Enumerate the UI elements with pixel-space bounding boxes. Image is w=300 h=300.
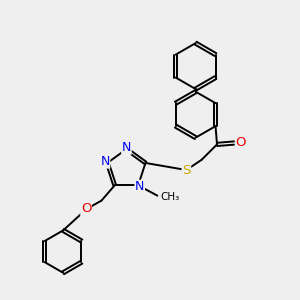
Text: N: N [100, 155, 110, 168]
Text: CH₃: CH₃ [160, 192, 179, 202]
Text: O: O [235, 136, 246, 149]
Text: N: N [122, 141, 131, 154]
Text: N: N [135, 180, 144, 193]
Text: O: O [81, 202, 92, 215]
Text: S: S [182, 164, 190, 176]
